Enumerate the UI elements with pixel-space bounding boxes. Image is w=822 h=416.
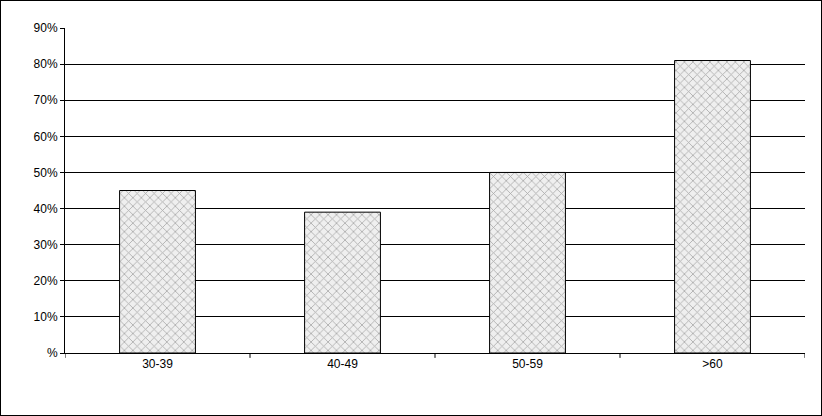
svg-text:90%: 90% [34, 21, 58, 35]
svg-text:30%: 30% [34, 238, 58, 252]
svg-text:>60: >60 [702, 357, 723, 371]
svg-text:70%: 70% [34, 93, 58, 107]
svg-text:50%: 50% [34, 166, 58, 180]
svg-text:10%: 10% [34, 310, 58, 324]
svg-text:40%: 40% [34, 202, 58, 216]
svg-text:20%: 20% [34, 274, 58, 288]
svg-text:50-59: 50-59 [512, 357, 543, 371]
svg-text:30-39: 30-39 [142, 357, 173, 371]
svg-text:%: % [47, 346, 58, 360]
svg-text:80%: 80% [34, 57, 58, 71]
svg-text:40-49: 40-49 [327, 357, 358, 371]
svg-text:60%: 60% [34, 130, 58, 144]
